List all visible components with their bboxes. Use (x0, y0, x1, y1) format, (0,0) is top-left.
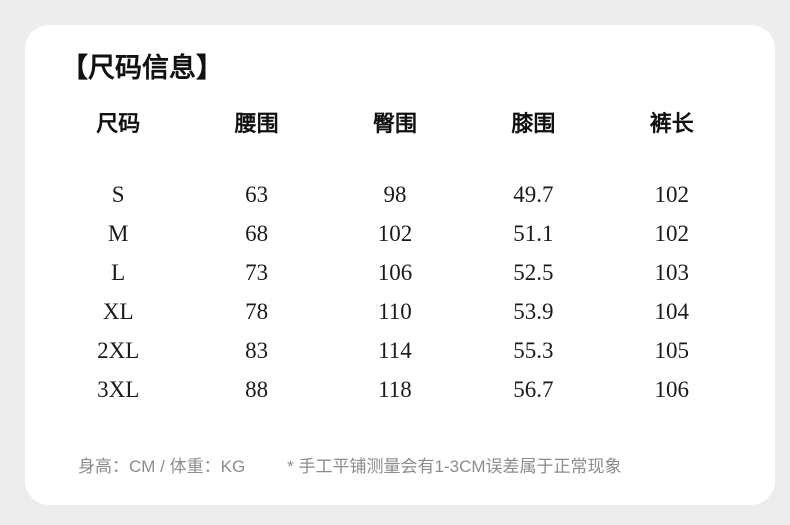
size-cell: 2XL (97, 337, 140, 363)
size-cell: M (107, 220, 129, 246)
waist-cell: 68 (245, 220, 269, 246)
length-cell: 105 (654, 337, 690, 363)
waist-cell: 73 (245, 259, 269, 285)
size-table-header-row: 尺码 腰围 臀围 膝围 裤长 (49, 109, 741, 175)
length-cell: 102 (654, 181, 690, 207)
hip-cell: 114 (378, 337, 412, 363)
measurement-tolerance-note: * 手工平铺测量会有1-3CM误差属于正常现象 (287, 457, 622, 476)
column-header-knee: 膝围 (511, 111, 556, 136)
size-cell: S (111, 181, 125, 207)
hip-cell: 98 (383, 181, 407, 207)
knee-cell: 55.3 (513, 337, 554, 363)
length-cell: 104 (654, 298, 690, 324)
size-info-title: 【尺码信息】 (61, 53, 223, 83)
knee-cell: 56.7 (513, 376, 554, 402)
length-cell: 102 (654, 220, 690, 246)
column-header-waist: 腰围 (234, 111, 279, 136)
table-row-2xl: 2XL 83 114 55.3 105 (49, 331, 741, 370)
size-info-card: 【尺码信息】 尺码 腰围 臀围 膝围 裤长 S 63 98 49.7 102 M… (25, 25, 775, 505)
waist-cell: 63 (245, 181, 269, 207)
footer-notes: 身高：CM / 体重：KG * 手工平铺测量会有1-3CM误差属于正常现象 (78, 455, 622, 479)
length-cell: 106 (654, 376, 690, 402)
size-table-header: 尺码 腰围 臀围 膝围 裤长 (49, 109, 741, 175)
units-note: 身高：CM / 体重：KG (78, 457, 246, 476)
length-cell: 103 (654, 259, 690, 285)
waist-cell: 83 (245, 337, 269, 363)
size-cell: L (111, 259, 126, 285)
hip-cell: 106 (377, 259, 413, 285)
column-header-length: 裤长 (649, 111, 694, 136)
size-cell: XL (102, 298, 134, 324)
hip-cell: 102 (377, 220, 413, 246)
knee-cell: 51.1 (513, 220, 554, 246)
column-header-size: 尺码 (96, 111, 141, 136)
hip-cell: 118 (378, 376, 412, 402)
size-table: 尺码 腰围 臀围 膝围 裤长 S 63 98 49.7 102 M 68 102… (49, 109, 741, 409)
table-row-m: M 68 102 51.1 102 (49, 214, 741, 253)
knee-cell: 49.7 (513, 181, 554, 207)
waist-cell: 78 (245, 298, 269, 324)
waist-cell: 88 (245, 376, 269, 402)
column-header-hip: 臀围 (372, 111, 417, 136)
knee-cell: 53.9 (513, 298, 554, 324)
table-row-l: L 73 106 52.5 103 (49, 253, 741, 292)
table-row-s: S 63 98 49.7 102 (49, 175, 741, 214)
table-row-3xl: 3XL 88 118 56.7 106 (49, 370, 741, 409)
hip-cell: 110 (378, 298, 412, 324)
table-row-xl: XL 78 110 53.9 104 (49, 292, 741, 331)
size-cell: 3XL (97, 376, 140, 402)
knee-cell: 52.5 (513, 259, 554, 285)
size-table-body: S 63 98 49.7 102 M 68 102 51.1 102 L 73 … (49, 175, 741, 409)
